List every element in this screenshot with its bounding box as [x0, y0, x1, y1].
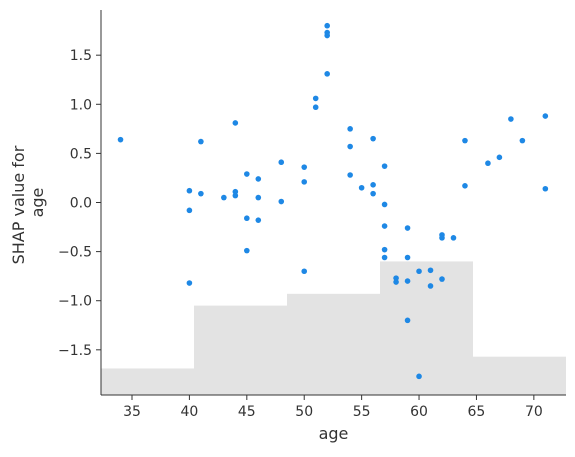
- data-point-41: [404, 225, 411, 231]
- data-point-42: [404, 254, 411, 261]
- data-point-54: [462, 183, 468, 189]
- data-point-44: [404, 317, 411, 324]
- data-point-60: [542, 185, 549, 192]
- histogram-bin-2: [287, 293, 380, 395]
- data-point-15: [255, 217, 262, 223]
- data-point-38: [381, 254, 388, 261]
- data-point-48: [427, 283, 434, 289]
- data-point-4: [198, 190, 204, 197]
- y-tick-label: −1.0: [58, 294, 92, 310]
- data-point-47: [427, 267, 434, 274]
- x-tick-label: 60: [410, 404, 428, 420]
- data-point-36: [381, 223, 388, 229]
- histogram-bin-1: [194, 305, 287, 395]
- data-point-25: [324, 32, 330, 39]
- data-point-40: [393, 279, 399, 285]
- data-point-45: [416, 268, 422, 275]
- data-point-26: [324, 71, 330, 77]
- data-point-34: [381, 163, 388, 169]
- x-axis-label: age: [319, 424, 349, 443]
- data-point-12: [244, 247, 250, 254]
- data-point-32: [370, 182, 376, 188]
- x-tick-label: 40: [180, 404, 198, 420]
- y-tick-label: −1.5: [58, 343, 92, 359]
- data-point-30: [358, 184, 365, 191]
- data-point-27: [347, 126, 353, 132]
- data-point-31: [370, 135, 376, 142]
- data-point-56: [496, 154, 503, 161]
- data-point-35: [381, 201, 388, 208]
- y-ticks: 1.5 1.0 0.5 0.0 −0.5 −1.0 −1.5: [58, 48, 101, 359]
- data-point-9: [232, 192, 239, 199]
- x-ticks: 35 40 45 50 55 60 65 70: [123, 395, 543, 420]
- data-point-19: [301, 179, 308, 185]
- data-point-13: [255, 176, 262, 182]
- data-point-58: [519, 137, 526, 144]
- x-tick-label: 55: [353, 404, 371, 420]
- y-tick-label: 1.5: [70, 48, 92, 64]
- data-point-22: [312, 104, 319, 111]
- data-point-21: [312, 95, 319, 102]
- y-tick-label: −0.5: [58, 245, 92, 261]
- y-axis-label: SHAP value for age: [9, 141, 47, 265]
- histogram-bin-4: [473, 356, 566, 395]
- data-point-17: [278, 198, 285, 205]
- data-point-3: [186, 280, 193, 286]
- data-point-6: [221, 194, 227, 201]
- data-point-11: [244, 215, 250, 222]
- data-point-37: [381, 246, 388, 253]
- y-tick-label: 1.0: [70, 97, 92, 113]
- data-point-28: [347, 143, 353, 150]
- data-point-39: [393, 275, 399, 281]
- y-tick-label: 0.5: [70, 146, 92, 162]
- y-axis-label-line-1: SHAP value for: [9, 145, 28, 264]
- data-point-52: [450, 235, 457, 241]
- data-point-50: [439, 235, 445, 241]
- data-point-57: [508, 116, 514, 122]
- data-point-16: [278, 159, 285, 166]
- data-point-55: [485, 160, 491, 167]
- data-point-33: [370, 190, 376, 197]
- y-axis-label-line-2: age: [28, 188, 47, 218]
- data-point-8: [232, 188, 239, 195]
- x-tick-label: 70: [525, 404, 543, 420]
- x-tick-label: 65: [468, 404, 486, 420]
- x-tick-label: 35: [123, 404, 141, 420]
- histogram-bin-0: [101, 368, 194, 395]
- data-point-14: [255, 194, 262, 201]
- data-point-0: [117, 136, 124, 143]
- histogram-layer: [101, 261, 566, 395]
- x-tick-label: 45: [238, 404, 256, 420]
- data-point-20: [301, 268, 308, 275]
- data-point-51: [439, 276, 445, 282]
- y-tick-label: 0.0: [70, 196, 92, 212]
- data-point-23: [324, 22, 330, 29]
- points-layer: [117, 22, 549, 380]
- data-point-7: [232, 120, 239, 126]
- data-point-10: [244, 171, 250, 177]
- data-point-46: [416, 373, 422, 380]
- data-point-43: [404, 278, 411, 284]
- data-point-1: [186, 187, 193, 194]
- data-point-2: [186, 207, 193, 214]
- x-tick-label: 50: [295, 404, 313, 420]
- data-point-5: [198, 138, 204, 145]
- data-point-53: [462, 137, 468, 144]
- data-point-18: [301, 164, 308, 170]
- data-point-29: [347, 172, 353, 178]
- data-point-59: [542, 113, 549, 119]
